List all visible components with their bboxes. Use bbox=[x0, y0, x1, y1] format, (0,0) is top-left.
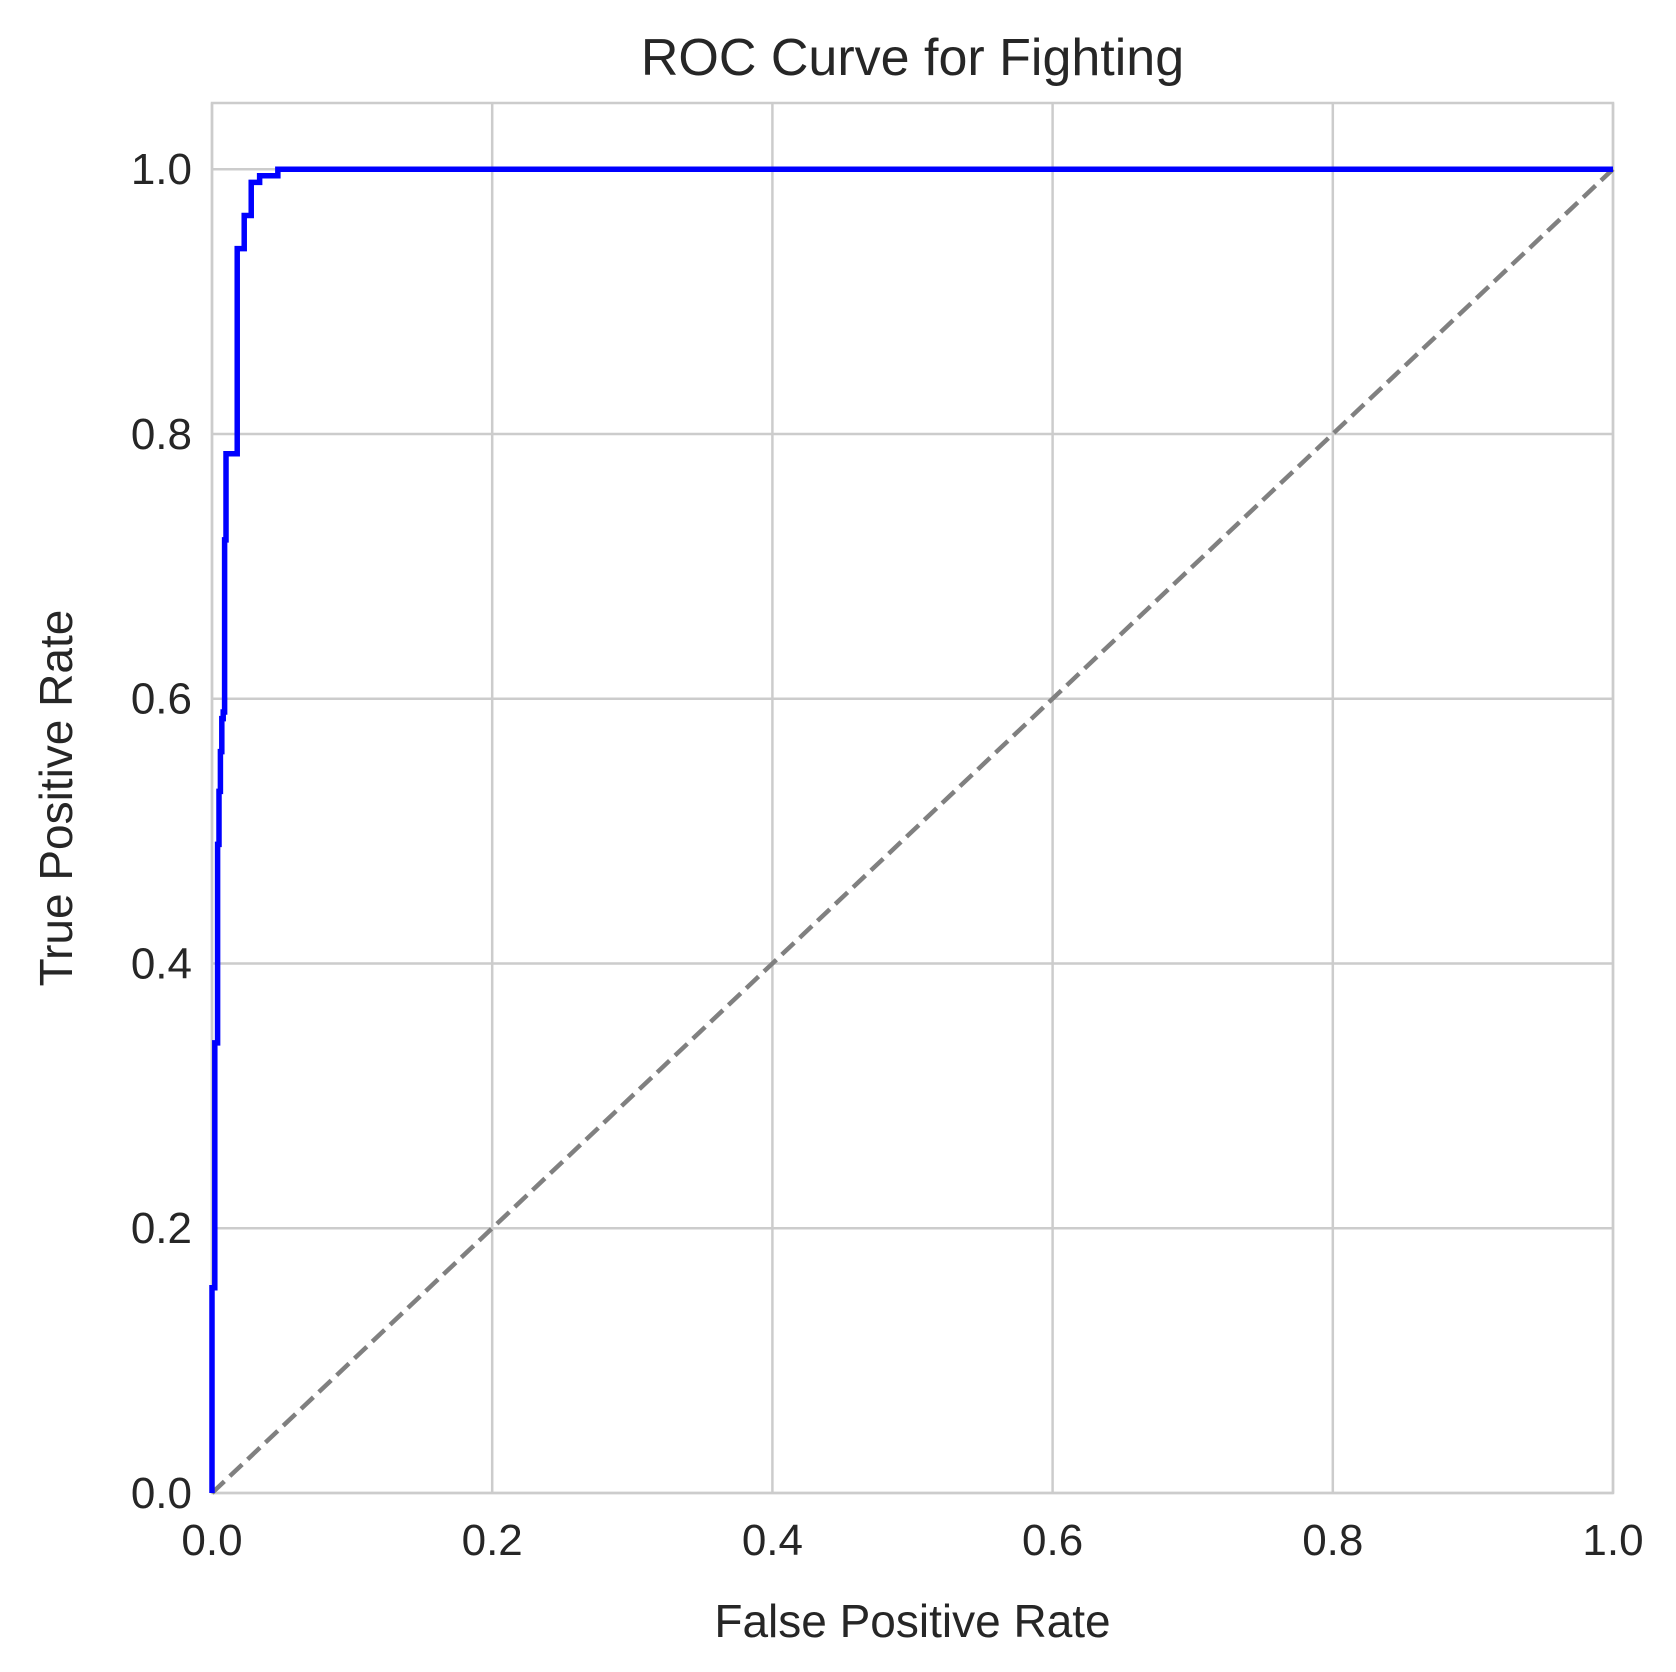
chart-title: ROC Curve for Fighting bbox=[641, 29, 1184, 87]
y-tick-labels: 0.0 0.2 0.4 0.6 0.8 1.0 bbox=[131, 145, 192, 1518]
x-tick-label: 0.4 bbox=[742, 1516, 803, 1565]
roc-curve-line bbox=[209, 166, 1613, 1493]
y-tick-label: 0.6 bbox=[131, 675, 192, 724]
y-tick-label: 0.0 bbox=[131, 1469, 192, 1518]
x-tick-labels: 0.0 0.2 0.4 0.6 0.8 1.0 bbox=[181, 1516, 1643, 1565]
x-tick-label: 1.0 bbox=[1582, 1516, 1643, 1565]
y-tick-label: 0.8 bbox=[131, 410, 192, 459]
series-layer bbox=[209, 166, 1615, 1495]
x-axis-title: False Positive Rate bbox=[714, 1595, 1110, 1647]
x-tick-label: 0.0 bbox=[181, 1516, 242, 1565]
x-tick-label: 0.8 bbox=[1302, 1516, 1363, 1565]
x-tick-label: 0.2 bbox=[462, 1516, 523, 1565]
y-tick-label: 0.2 bbox=[131, 1204, 192, 1253]
y-axis-title: True Positive Rate bbox=[30, 610, 82, 987]
random-baseline-line bbox=[210, 167, 1615, 1495]
y-tick-label: 0.4 bbox=[131, 939, 192, 988]
x-tick-label: 0.6 bbox=[1022, 1516, 1083, 1565]
plot-frame bbox=[210, 101, 1615, 1495]
y-tick-label: 1.0 bbox=[131, 145, 192, 194]
